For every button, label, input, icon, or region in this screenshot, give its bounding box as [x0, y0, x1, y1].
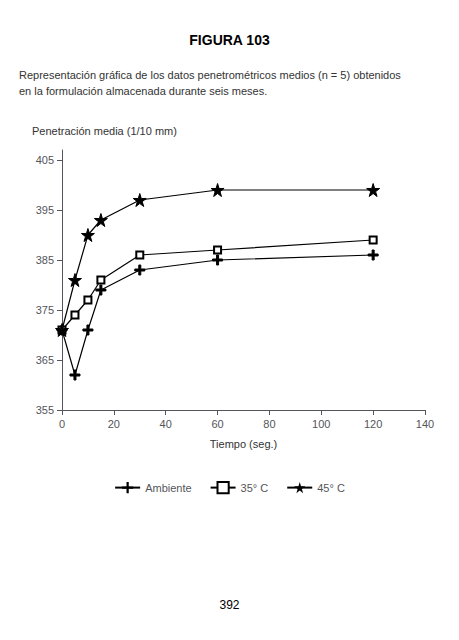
- svg-text:FIGURA 103: FIGURA 103: [189, 32, 270, 48]
- svg-text:365: 365: [36, 354, 54, 366]
- svg-text:en la formulación almacenada d: en la formulación almacenada durante sei…: [19, 85, 267, 97]
- svg-text:20: 20: [108, 418, 120, 430]
- svg-text:35° C: 35° C: [241, 482, 269, 494]
- svg-text:Ambiente: Ambiente: [145, 482, 191, 494]
- svg-text:0: 0: [59, 418, 65, 430]
- svg-text:45° C: 45° C: [317, 482, 345, 494]
- svg-text:60: 60: [211, 418, 223, 430]
- svg-text:355: 355: [36, 404, 54, 416]
- svg-text:405: 405: [36, 154, 54, 166]
- svg-text:392: 392: [219, 598, 239, 612]
- svg-text:375: 375: [36, 304, 54, 316]
- svg-text:Tiempo (seg.): Tiempo (seg.): [210, 438, 277, 450]
- svg-text:Penetración media (1/10 mm): Penetración media (1/10 mm): [32, 125, 177, 137]
- svg-text:385: 385: [36, 254, 54, 266]
- svg-text:80: 80: [263, 418, 275, 430]
- svg-text:100: 100: [312, 418, 330, 430]
- svg-text:395: 395: [36, 204, 54, 216]
- svg-text:140: 140: [416, 418, 434, 430]
- svg-text:Representación gráfica de los: Representación gráfica de los datos pene…: [19, 69, 401, 81]
- svg-text:40: 40: [160, 418, 172, 430]
- svg-text:120: 120: [364, 418, 382, 430]
